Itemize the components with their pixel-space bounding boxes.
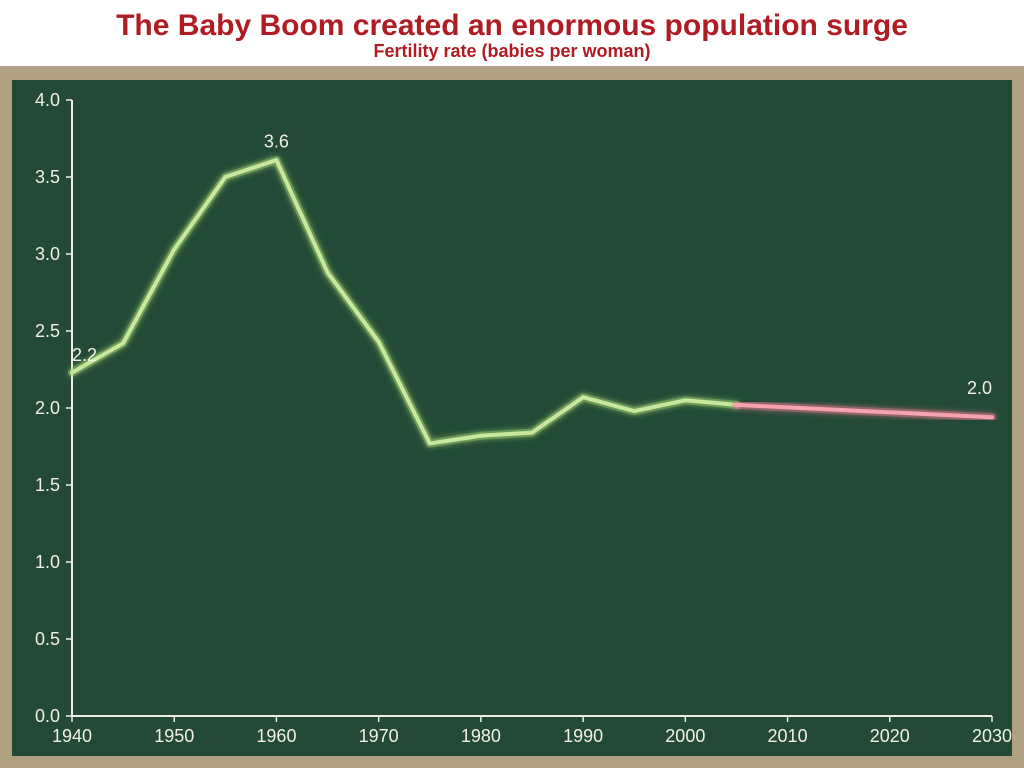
- data-label: 2.0: [967, 378, 992, 398]
- plot-background: [12, 80, 1012, 756]
- chart-subtitle: Fertility rate (babies per woman): [0, 42, 1024, 61]
- y-tick-label: 3.5: [35, 167, 60, 187]
- x-tick-label: 1990: [563, 726, 603, 746]
- x-tick-label: 1960: [256, 726, 296, 746]
- x-tick-label: 1970: [359, 726, 399, 746]
- data-label: 3.6: [264, 132, 289, 152]
- chart-area: 0.0 0.5 1.0 1.5 2.0 2.5 3.0 3.5 4.0 1940 1950 1960…: [12, 80, 1012, 756]
- x-tick-label: 2000: [665, 726, 705, 746]
- y-tick-label: 4.0: [35, 90, 60, 110]
- fertility-line-chart: 0.0 0.5 1.0 1.5 2.0 2.5 3.0 3.5 4.0 1940 1950 1960…: [12, 80, 1012, 756]
- x-tick-label: 1980: [461, 726, 501, 746]
- slide-frame: The Baby Boom created an enormous popula…: [0, 0, 1024, 768]
- y-tick-label: 1.5: [35, 475, 60, 495]
- x-tick-label: 2030: [972, 726, 1012, 746]
- x-tick-label: 1950: [154, 726, 194, 746]
- x-tick-label: 1940: [52, 726, 92, 746]
- y-tick-label: 2.5: [35, 321, 60, 341]
- y-tick-label: 0.0: [35, 706, 60, 726]
- x-tick-label: 2020: [870, 726, 910, 746]
- y-tick-label: 3.0: [35, 244, 60, 264]
- y-tick-label: 2.0: [35, 398, 60, 418]
- x-tick-label: 2010: [768, 726, 808, 746]
- data-label: 2.2: [72, 345, 97, 365]
- header: The Baby Boom created an enormous popula…: [0, 0, 1024, 66]
- y-tick-label: 1.0: [35, 552, 60, 572]
- chart-title: The Baby Boom created an enormous popula…: [0, 10, 1024, 42]
- y-tick-label: 0.5: [35, 629, 60, 649]
